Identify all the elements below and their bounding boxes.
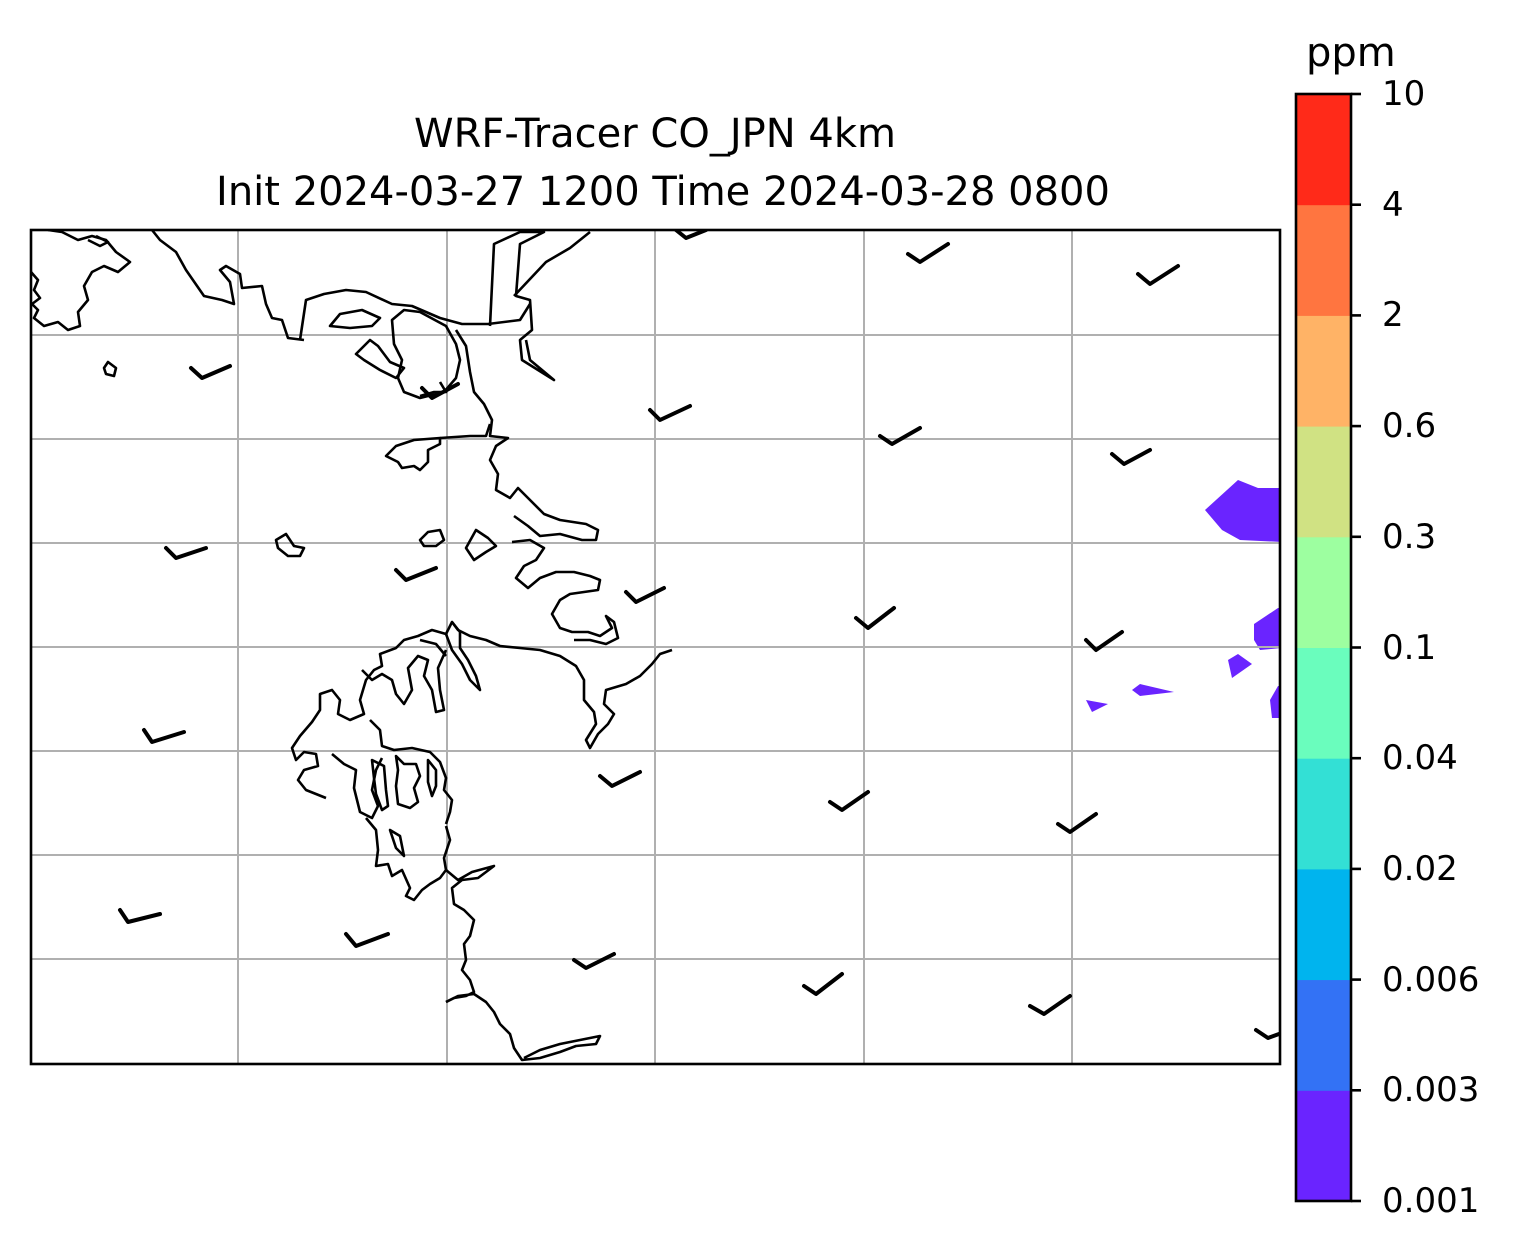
colorbar-tick-label: 0.04: [1382, 738, 1458, 779]
wind-barb: [164, 546, 208, 560]
coastline: [361, 649, 448, 714]
map-title-line2: Init 2024-03-27 1200 Time 2024-03-28 080…: [216, 169, 1110, 215]
tracer-patch: [1132, 684, 1174, 696]
coastline: [274, 532, 306, 558]
wind-barb: [674, 230, 708, 240]
coastline: [328, 308, 382, 330]
map-gridlines: [31, 230, 1280, 1064]
coastline: [384, 436, 442, 472]
tracer-patch: [1254, 608, 1280, 650]
wind-barb: [344, 932, 390, 948]
tracer-patch: [1270, 686, 1280, 718]
wind-barb: [878, 426, 922, 446]
coastline: [450, 621, 673, 750]
colorbar-tick-label: 0.001: [1382, 1181, 1480, 1221]
colorbar-tick-label: 0.003: [1382, 1070, 1480, 1111]
coastline: [102, 360, 118, 378]
coastline: [87, 234, 110, 248]
colorbar-tick-label: 0.1: [1382, 627, 1437, 668]
colorbar-tick-label: 2: [1382, 295, 1404, 336]
coastline: [150, 230, 305, 342]
colorbar-tick-label: 4: [1382, 184, 1404, 225]
coastline: [445, 992, 602, 1062]
wind-barb: [1028, 994, 1072, 1016]
colorbar-segment: [1296, 758, 1351, 870]
wind-barb: [802, 972, 844, 996]
wind-barb: [906, 242, 950, 264]
colorbar-tick-label: 0.006: [1382, 959, 1480, 1000]
coastline: [444, 620, 482, 692]
tracer-patches: [1086, 480, 1280, 718]
colorbar-segment: [1296, 536, 1351, 648]
coastline: [513, 230, 591, 297]
coastline: [31, 230, 132, 332]
map-title-line1: WRF-Tracer CO_JPN 4km: [414, 111, 896, 157]
colorbar-segment: [1296, 979, 1351, 1091]
colorbar-segment: [1296, 315, 1351, 427]
colorbar-segment: [1296, 426, 1351, 538]
coastline: [388, 828, 406, 858]
colorbar-segment: [1296, 204, 1351, 316]
coastline: [511, 538, 620, 646]
coastline: [365, 817, 452, 902]
wind-barb: [1110, 448, 1152, 466]
tracer-patch: [1086, 700, 1108, 712]
coastlines: [31, 230, 673, 1062]
map-frame: [29, 228, 1282, 1066]
coastline: [464, 528, 498, 562]
coastline: [418, 528, 446, 548]
tracer-patch: [1228, 654, 1252, 678]
coastline: [426, 758, 438, 798]
wind-barbs: [118, 230, 1280, 1040]
colorbar-segment: [1296, 647, 1351, 759]
wind-barb: [648, 404, 692, 422]
coastline: [488, 230, 556, 382]
colorbar-segment: [1296, 94, 1351, 206]
coastline: [298, 288, 532, 341]
coastline: [445, 864, 496, 1004]
wind-barb: [828, 790, 870, 812]
coastline: [354, 338, 406, 380]
wind-barb: [854, 606, 896, 630]
wind-barb: [394, 566, 438, 582]
colorbar-segment: [1296, 868, 1351, 981]
coastline: [454, 329, 600, 542]
wind-barb: [1084, 630, 1124, 652]
wind-barb: [1056, 812, 1098, 834]
wind-barb: [420, 382, 460, 400]
colorbar-units: ppm: [1306, 30, 1396, 76]
wind-barb: [572, 952, 616, 970]
wind-barb: [624, 586, 666, 604]
coastline: [370, 758, 390, 812]
wind-barb: [189, 364, 232, 380]
colorbar-tick-label: 0.6: [1382, 406, 1437, 447]
coastline: [290, 628, 447, 800]
colorbar-tick-label: 10: [1382, 74, 1426, 114]
coastline: [439, 423, 492, 440]
tracer-patch: [1205, 480, 1280, 542]
colorbar: [1294, 92, 1361, 1203]
wind-barb: [1254, 1028, 1280, 1040]
colorbar-tick-label: 0.3: [1382, 516, 1437, 557]
coastline: [369, 719, 454, 825]
wind-barb: [118, 908, 162, 924]
coastline: [419, 638, 447, 657]
colorbar-tick-label: 0.02: [1382, 848, 1458, 889]
wind-barb: [598, 770, 642, 788]
colorbar-segment: [1296, 1090, 1351, 1202]
wind-barb: [142, 728, 186, 744]
coastline: [390, 308, 462, 400]
coastline: [394, 754, 422, 810]
wind-barb: [1136, 264, 1180, 286]
